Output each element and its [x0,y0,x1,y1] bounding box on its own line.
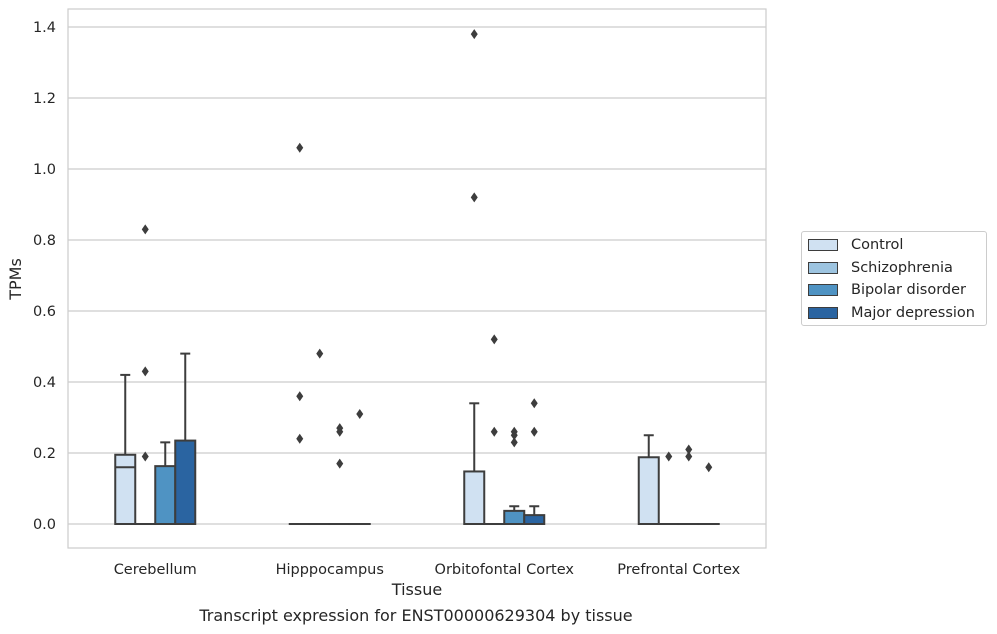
y-tick-label: 1.2 [33,91,56,107]
x-tick-label: Orbitofontal Cortex [435,562,575,578]
outlier-point [490,334,498,345]
legend-swatch [808,261,838,274]
outlier-point [705,462,713,473]
outlier-point [510,426,518,437]
outlier-point [470,192,478,203]
x-tick-label: Cerebellum [114,562,197,578]
outlier-point [296,142,304,153]
box [697,462,720,526]
outlier-point [470,29,478,40]
box [134,224,157,526]
outlier-point [296,391,304,402]
box [348,408,371,526]
box [463,29,486,525]
outlier-point [356,408,364,419]
box-body [154,465,177,526]
outlier-point [685,451,693,462]
x-tick-label: Prefrontal Cortex [617,562,740,578]
series-schizophrenia [134,224,680,526]
box [174,352,197,526]
legend-label: Bipolar disorder [851,282,966,298]
y-axis-label: TPMs [6,258,25,301]
box [657,451,680,526]
outlier-point [141,366,149,377]
legend-label: Schizophrenia [851,259,953,276]
y-tick-label: 0.0 [33,517,56,533]
box-body [463,470,486,525]
outlier-point [296,433,304,444]
box [114,373,137,525]
x-tick-label: Hipppocampus [276,562,384,578]
box [483,334,506,526]
box-body [174,439,197,526]
series-major-depression [174,352,720,526]
y-tick-label: 0.6 [33,304,56,320]
box [637,434,660,526]
outlier-point [336,458,344,469]
legend-swatch [808,239,838,251]
box [523,398,546,525]
box-body [637,456,660,526]
y-tick-label: 1.0 [33,162,56,178]
box [154,441,177,526]
legend-item: Major depression [808,304,975,322]
legend-item: Schizophrenia [808,259,953,277]
y-tick-label: 0.8 [33,233,56,249]
outlier-point [141,224,149,235]
box [677,444,700,526]
figure-caption: Transcript expression for ENST0000062930… [199,606,633,625]
outlier-point [685,444,693,455]
legend-item: Control [808,236,903,254]
outlier-point [530,426,538,437]
box-series [114,29,720,526]
y-tick-labels: 0.0 0.2 0.4 0.6 0.8 1.0 1.2 1.4 [33,20,56,533]
legend-swatch [808,306,838,319]
series-control [114,29,660,526]
y-tick-label: 1.4 [33,20,56,36]
box-body [114,453,137,525]
outlier-point [530,398,538,409]
x-axis-label: Tissue [391,580,442,599]
box-body [503,509,526,525]
legend-label: Control [851,237,904,253]
outlier-point [316,348,324,359]
box-body [523,514,546,525]
legend-label: Major depression [851,304,975,321]
x-tick-labels: Cerebellum Hipppocampus Orbitofontal Corte… [114,562,741,578]
outlier-point [336,423,344,434]
outlier-point [141,451,149,462]
y-tick-label: 0.2 [33,446,56,462]
y-tick-label: 0.4 [33,375,56,391]
series-bipolar-disorder [154,423,700,526]
outlier-point [665,451,673,462]
legend-item: Bipolar disorder [808,281,966,299]
outlier-point [510,437,518,448]
legend-swatch [808,284,838,296]
legend: Control Schizophrenia Bipolar disorder Majo… [801,231,987,326]
outlier-point [490,426,498,437]
